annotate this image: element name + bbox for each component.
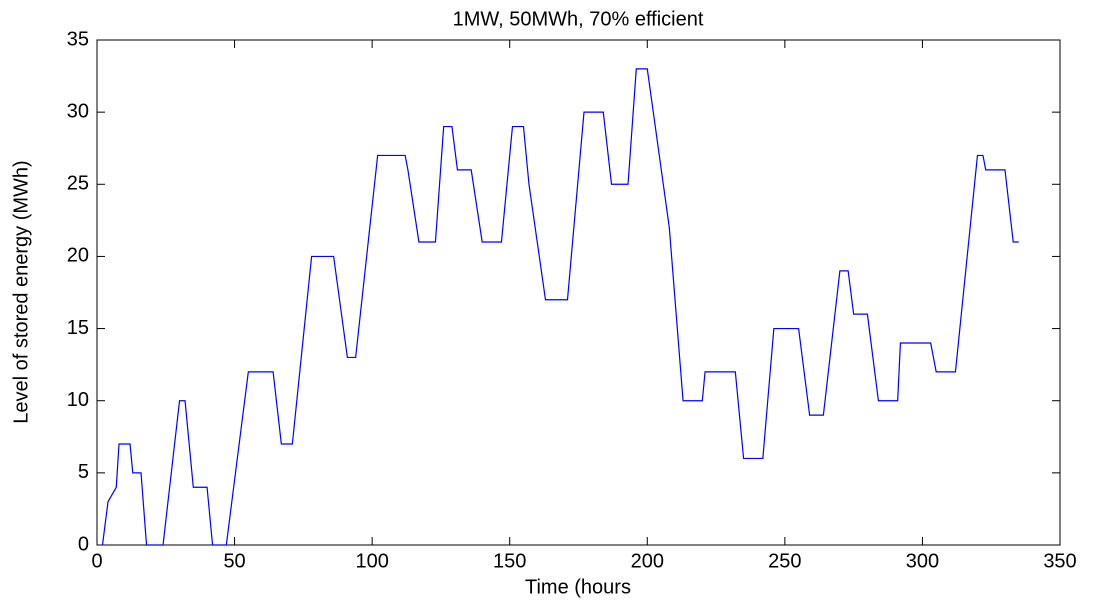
x-tick-label: 250 bbox=[768, 550, 801, 572]
y-tick-label: 25 bbox=[67, 173, 89, 195]
y-tick-label: 30 bbox=[67, 100, 89, 122]
line bbox=[101, 68, 1019, 546]
y-tick-label: 15 bbox=[67, 317, 89, 339]
y-tick-label: 20 bbox=[67, 245, 89, 267]
plot-area bbox=[96, 39, 1061, 546]
x-axis-label: Time (hours bbox=[525, 576, 631, 598]
y-axis-label: Level of stored energy (MWh) bbox=[10, 160, 32, 423]
y-tick-label: 5 bbox=[78, 461, 89, 483]
x-tick-label: 150 bbox=[493, 550, 526, 572]
x-tick-label: 200 bbox=[631, 550, 664, 572]
x-tick-label: 50 bbox=[223, 550, 245, 572]
y-tick-label: 35 bbox=[67, 28, 89, 50]
x-tick-label: 100 bbox=[355, 550, 388, 572]
x-tick-label: 300 bbox=[906, 550, 939, 572]
x-tick-label: 0 bbox=[91, 550, 102, 572]
y-tick-label: 10 bbox=[67, 389, 89, 411]
x-tick-label: 350 bbox=[1043, 550, 1076, 572]
y-tick-label: 0 bbox=[78, 533, 89, 555]
chart-title: 1MW, 50MWh, 70% efficient bbox=[453, 8, 704, 30]
